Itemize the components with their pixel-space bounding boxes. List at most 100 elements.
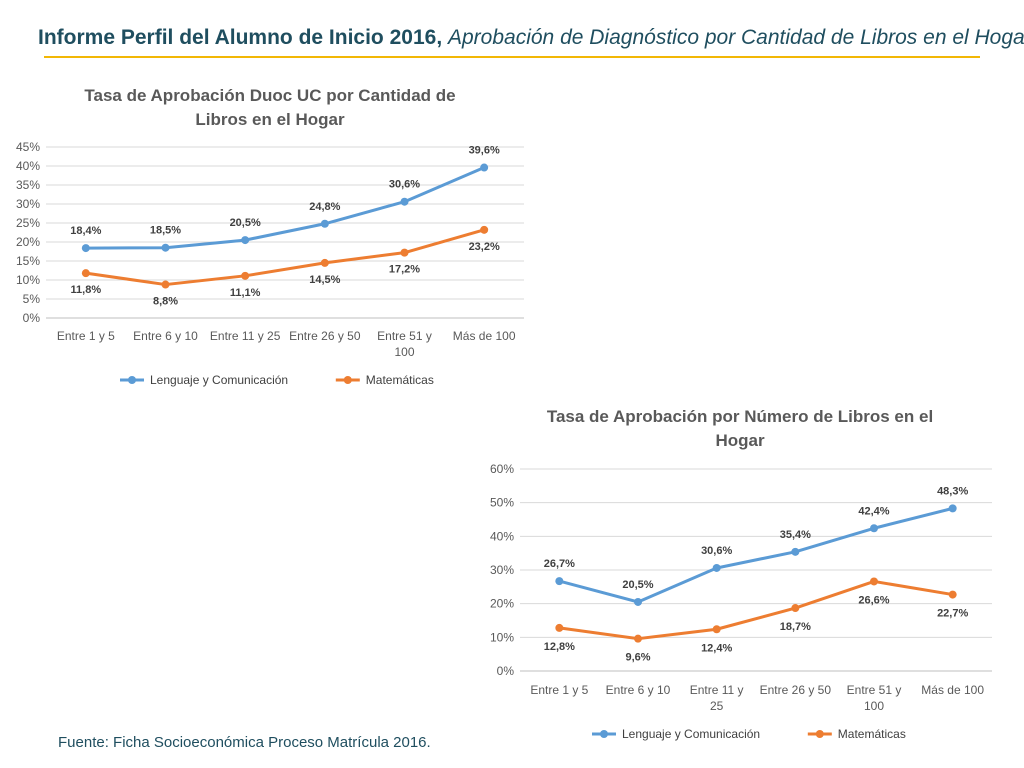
x-tick-label: Entre 1 y 5 [530, 683, 588, 697]
data-point [948, 504, 957, 513]
data-point [241, 271, 250, 280]
y-tick-label: 50% [490, 496, 514, 510]
x-tick-label: Entre 26 y 50 [760, 683, 832, 697]
x-tick-label: Más de 100 [921, 683, 984, 697]
series-line [557, 579, 955, 641]
data-label: 26,7% [544, 558, 575, 570]
x-tick-label: Entre 51 y [847, 683, 902, 697]
data-label: 24,8% [309, 201, 340, 213]
x-tick-label: Entre 26 y 50 [289, 329, 361, 343]
data-point [400, 197, 409, 206]
legend-label: Lenguaje y Comunicación [150, 373, 288, 387]
y-tick-label: 60% [490, 462, 514, 476]
x-tick-label: Entre 1 y 5 [57, 329, 115, 343]
legend-swatch-marker [343, 376, 352, 384]
y-tick-label: 45% [16, 140, 40, 154]
series-line [557, 506, 955, 604]
data-label: 18,7% [780, 621, 811, 633]
legend-label: Lenguaje y Comunicación [622, 727, 760, 741]
x-tick-label: Entre 11 y 25 [210, 329, 281, 343]
data-point [712, 625, 721, 634]
data-label: 12,8% [544, 641, 575, 653]
y-tick-label: 30% [490, 563, 514, 577]
y-tick-label: 40% [16, 159, 40, 173]
x-tick-label: Entre 6 y 10 [606, 683, 671, 697]
data-point [870, 577, 878, 586]
y-tick-label: 0% [497, 664, 515, 678]
data-label: 17,2% [389, 264, 420, 276]
legend-swatch-marker [600, 730, 608, 738]
data-label: 18,4% [70, 225, 101, 237]
data-label: 39,6% [469, 145, 500, 157]
data-point [634, 597, 642, 606]
chart-title-line: Hogar [715, 431, 765, 450]
series-line [84, 228, 486, 287]
legend-label: Matemáticas [838, 727, 906, 741]
y-tick-label: 35% [16, 178, 40, 192]
data-label: 11,1% [230, 287, 261, 299]
x-tick-label: Entre 11 y [690, 683, 744, 697]
data-label: 20,5% [622, 579, 653, 591]
chart-title-line: Tasa de Aprobación por Número de Libros … [547, 407, 933, 426]
data-label: 30,6% [701, 545, 732, 557]
y-tick-label: 30% [16, 197, 40, 211]
x-tick-label: 25 [710, 699, 724, 713]
data-point [948, 590, 957, 599]
data-point [161, 243, 170, 252]
data-label: 30,6% [389, 179, 420, 191]
data-point [555, 623, 564, 632]
data-label: 26,6% [858, 594, 889, 606]
data-point [555, 577, 564, 586]
data-label: 12,4% [701, 642, 732, 654]
y-tick-label: 10% [16, 273, 40, 287]
data-point [480, 225, 489, 234]
data-label: 18,5% [150, 225, 181, 237]
data-point [241, 236, 250, 245]
data-point [712, 563, 721, 572]
y-tick-label: 10% [490, 630, 514, 644]
y-tick-label: 40% [490, 529, 514, 543]
data-label: 42,4% [858, 505, 889, 517]
x-tick-label: Más de 100 [453, 329, 516, 343]
legend-label: Matemáticas [366, 373, 434, 387]
data-label: 20,5% [230, 217, 261, 229]
series-line [84, 166, 486, 250]
data-point [480, 163, 489, 172]
data-point [81, 244, 90, 253]
data-point [791, 604, 800, 613]
source-footnote: Fuente: Ficha Socioeconómica Proceso Mat… [58, 734, 431, 751]
y-tick-label: 5% [23, 292, 41, 306]
legend-swatch-marker [815, 730, 824, 738]
data-label: 48,3% [937, 485, 968, 497]
y-tick-label: 25% [16, 216, 40, 230]
data-label: 35,4% [780, 529, 811, 541]
data-point [634, 634, 642, 643]
y-tick-label: 20% [490, 597, 514, 611]
data-point [320, 258, 329, 267]
x-tick-label: 100 [864, 699, 884, 713]
data-label: 22,7% [937, 608, 968, 620]
legend-swatch-marker [128, 376, 136, 384]
data-label: 9,6% [625, 652, 650, 664]
data-point [81, 269, 90, 278]
page-title-italic: Aprobación de Diagnóstico por Cantidad d… [448, 26, 1024, 49]
data-label: 14,5% [309, 274, 340, 286]
x-tick-label: Entre 51 y [377, 329, 432, 343]
y-tick-label: 0% [23, 311, 41, 325]
data-label: 23,2% [469, 241, 500, 253]
x-tick-label: Entre 6 y 10 [133, 329, 198, 343]
data-label: 11,8% [71, 284, 102, 296]
y-tick-label: 15% [16, 254, 40, 268]
data-label: 8,8% [153, 296, 178, 308]
data-point [161, 280, 170, 289]
data-point [870, 524, 878, 533]
y-tick-label: 20% [16, 235, 40, 249]
data-point [320, 219, 329, 228]
chart-title-line: Tasa de Aprobación Duoc UC por Cantidad … [84, 86, 455, 105]
x-tick-label: 100 [394, 345, 414, 359]
page-title: Informe Perfil del Alumno de Inicio 2016… [38, 26, 1024, 50]
page-title-bold: Informe Perfil del Alumno de Inicio 2016… [38, 26, 443, 49]
title-underline [44, 56, 980, 58]
